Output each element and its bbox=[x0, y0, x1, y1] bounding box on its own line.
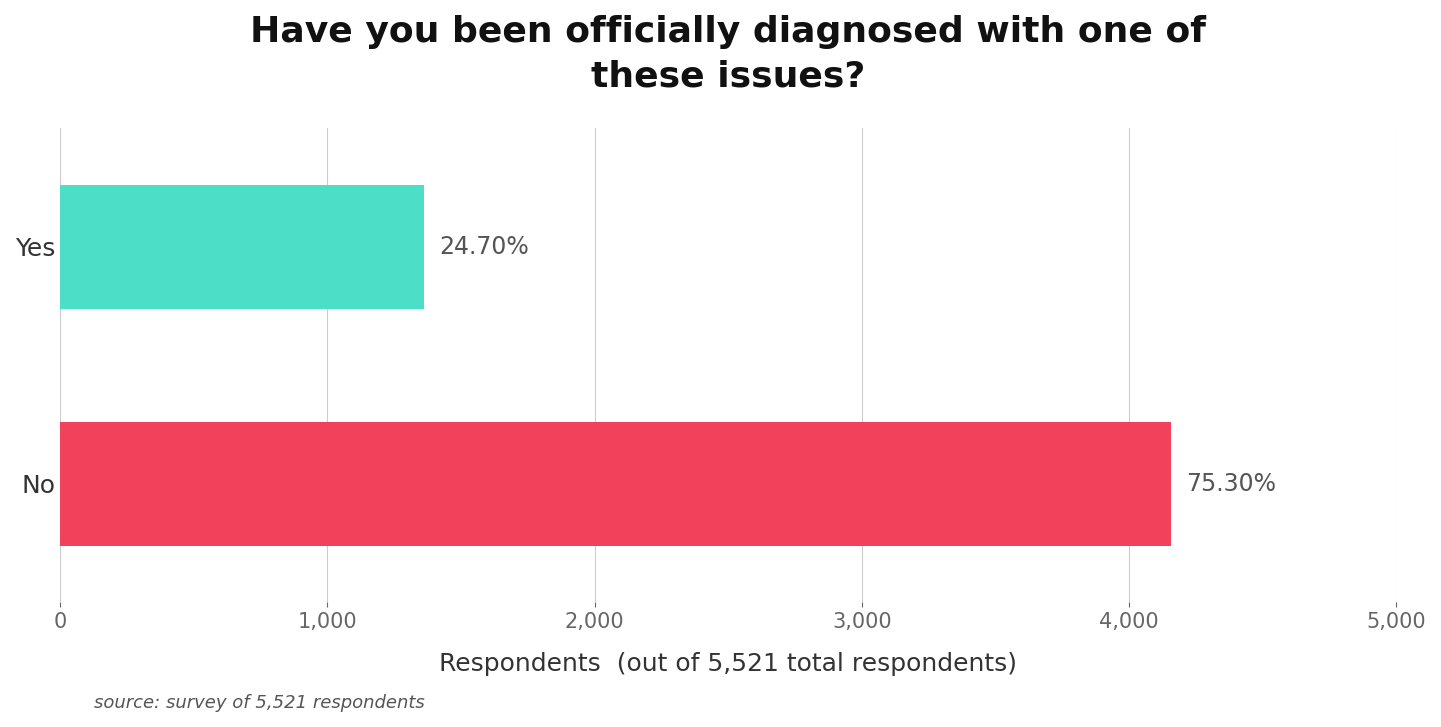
Title: Have you been officially diagnosed with one of
these issues?: Have you been officially diagnosed with … bbox=[251, 15, 1206, 94]
Bar bbox=[61, 185, 425, 308]
Text: 24.70%: 24.70% bbox=[440, 235, 529, 259]
X-axis label: Respondents  (out of 5,521 total respondents): Respondents (out of 5,521 total responde… bbox=[440, 651, 1017, 675]
Text: 75.30%: 75.30% bbox=[1186, 472, 1275, 496]
Text: source: survey of 5,521 respondents: source: survey of 5,521 respondents bbox=[94, 694, 425, 712]
Bar bbox=[61, 422, 1172, 545]
